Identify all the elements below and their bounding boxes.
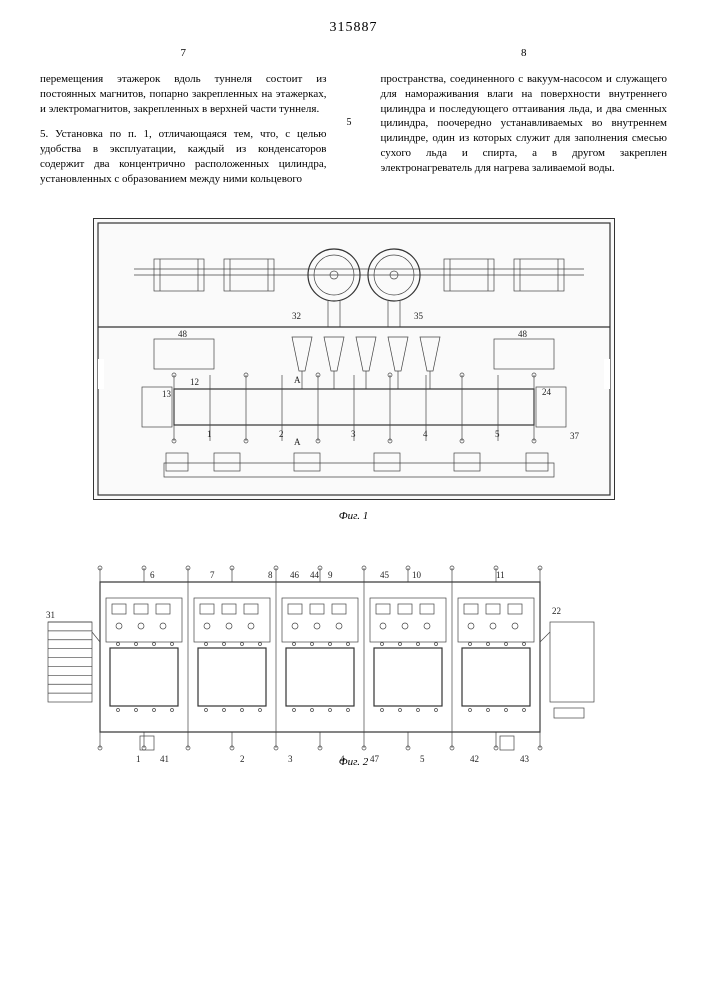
svg-text:9: 9 xyxy=(328,570,333,580)
svg-text:3: 3 xyxy=(288,754,293,762)
svg-text:10: 10 xyxy=(412,570,422,580)
para: 5. Установка по п. 1, отличающаяся тем, … xyxy=(40,127,327,186)
svg-text:7: 7 xyxy=(210,570,215,580)
right-column: 8 пространства, соединенного с вакуум-на… xyxy=(381,46,668,198)
svg-text:13: 13 xyxy=(162,389,172,399)
svg-text:8: 8 xyxy=(268,570,273,580)
svg-text:1: 1 xyxy=(136,754,141,762)
fig1-label: Фиг. 1 xyxy=(40,510,667,522)
svg-text:2: 2 xyxy=(240,754,245,762)
text-columns: 7 перемещения этажерок вдоль туннеля сос… xyxy=(40,46,667,198)
svg-text:А: А xyxy=(294,437,301,447)
svg-text:32: 32 xyxy=(292,311,301,321)
svg-text:24: 24 xyxy=(542,387,552,397)
svg-text:43: 43 xyxy=(520,754,530,762)
fig2-label: Фиг. 2 xyxy=(40,756,667,768)
svg-text:48: 48 xyxy=(518,329,528,339)
left-column: 7 перемещения этажерок вдоль туннеля сос… xyxy=(40,46,327,198)
svg-text:37: 37 xyxy=(570,431,580,441)
svg-text:11: 11 xyxy=(496,570,505,580)
svg-text:47: 47 xyxy=(370,754,380,762)
margin-marker: 5 xyxy=(347,46,361,198)
svg-text:6: 6 xyxy=(150,570,155,580)
svg-text:44: 44 xyxy=(310,570,320,580)
para: пространства, соединенного с вакуум-насо… xyxy=(381,72,668,176)
left-col-number: 7 xyxy=(40,46,327,61)
svg-text:5: 5 xyxy=(495,429,500,439)
svg-text:45: 45 xyxy=(380,570,390,580)
svg-text:12: 12 xyxy=(190,377,199,387)
svg-text:3: 3 xyxy=(351,429,356,439)
svg-text:48: 48 xyxy=(178,329,188,339)
svg-text:22: 22 xyxy=(552,606,561,616)
svg-text:А: А xyxy=(294,375,301,385)
para: перемещения этажерок вдоль туннеля состо… xyxy=(40,72,327,117)
right-col-number: 8 xyxy=(381,46,668,61)
svg-text:4: 4 xyxy=(423,429,428,439)
svg-text:42: 42 xyxy=(470,754,479,762)
figure-1: 323548481234513122437АА xyxy=(93,218,615,500)
svg-text:35: 35 xyxy=(414,311,424,321)
figure-2: 3122678464494510111412344754243 xyxy=(40,562,600,752)
svg-text:1: 1 xyxy=(207,429,212,439)
svg-text:5: 5 xyxy=(420,754,425,762)
svg-text:2: 2 xyxy=(279,429,284,439)
svg-text:46: 46 xyxy=(290,570,300,580)
svg-text:41: 41 xyxy=(160,754,169,762)
svg-text:31: 31 xyxy=(46,610,55,620)
patent-number: 315887 xyxy=(40,20,667,36)
